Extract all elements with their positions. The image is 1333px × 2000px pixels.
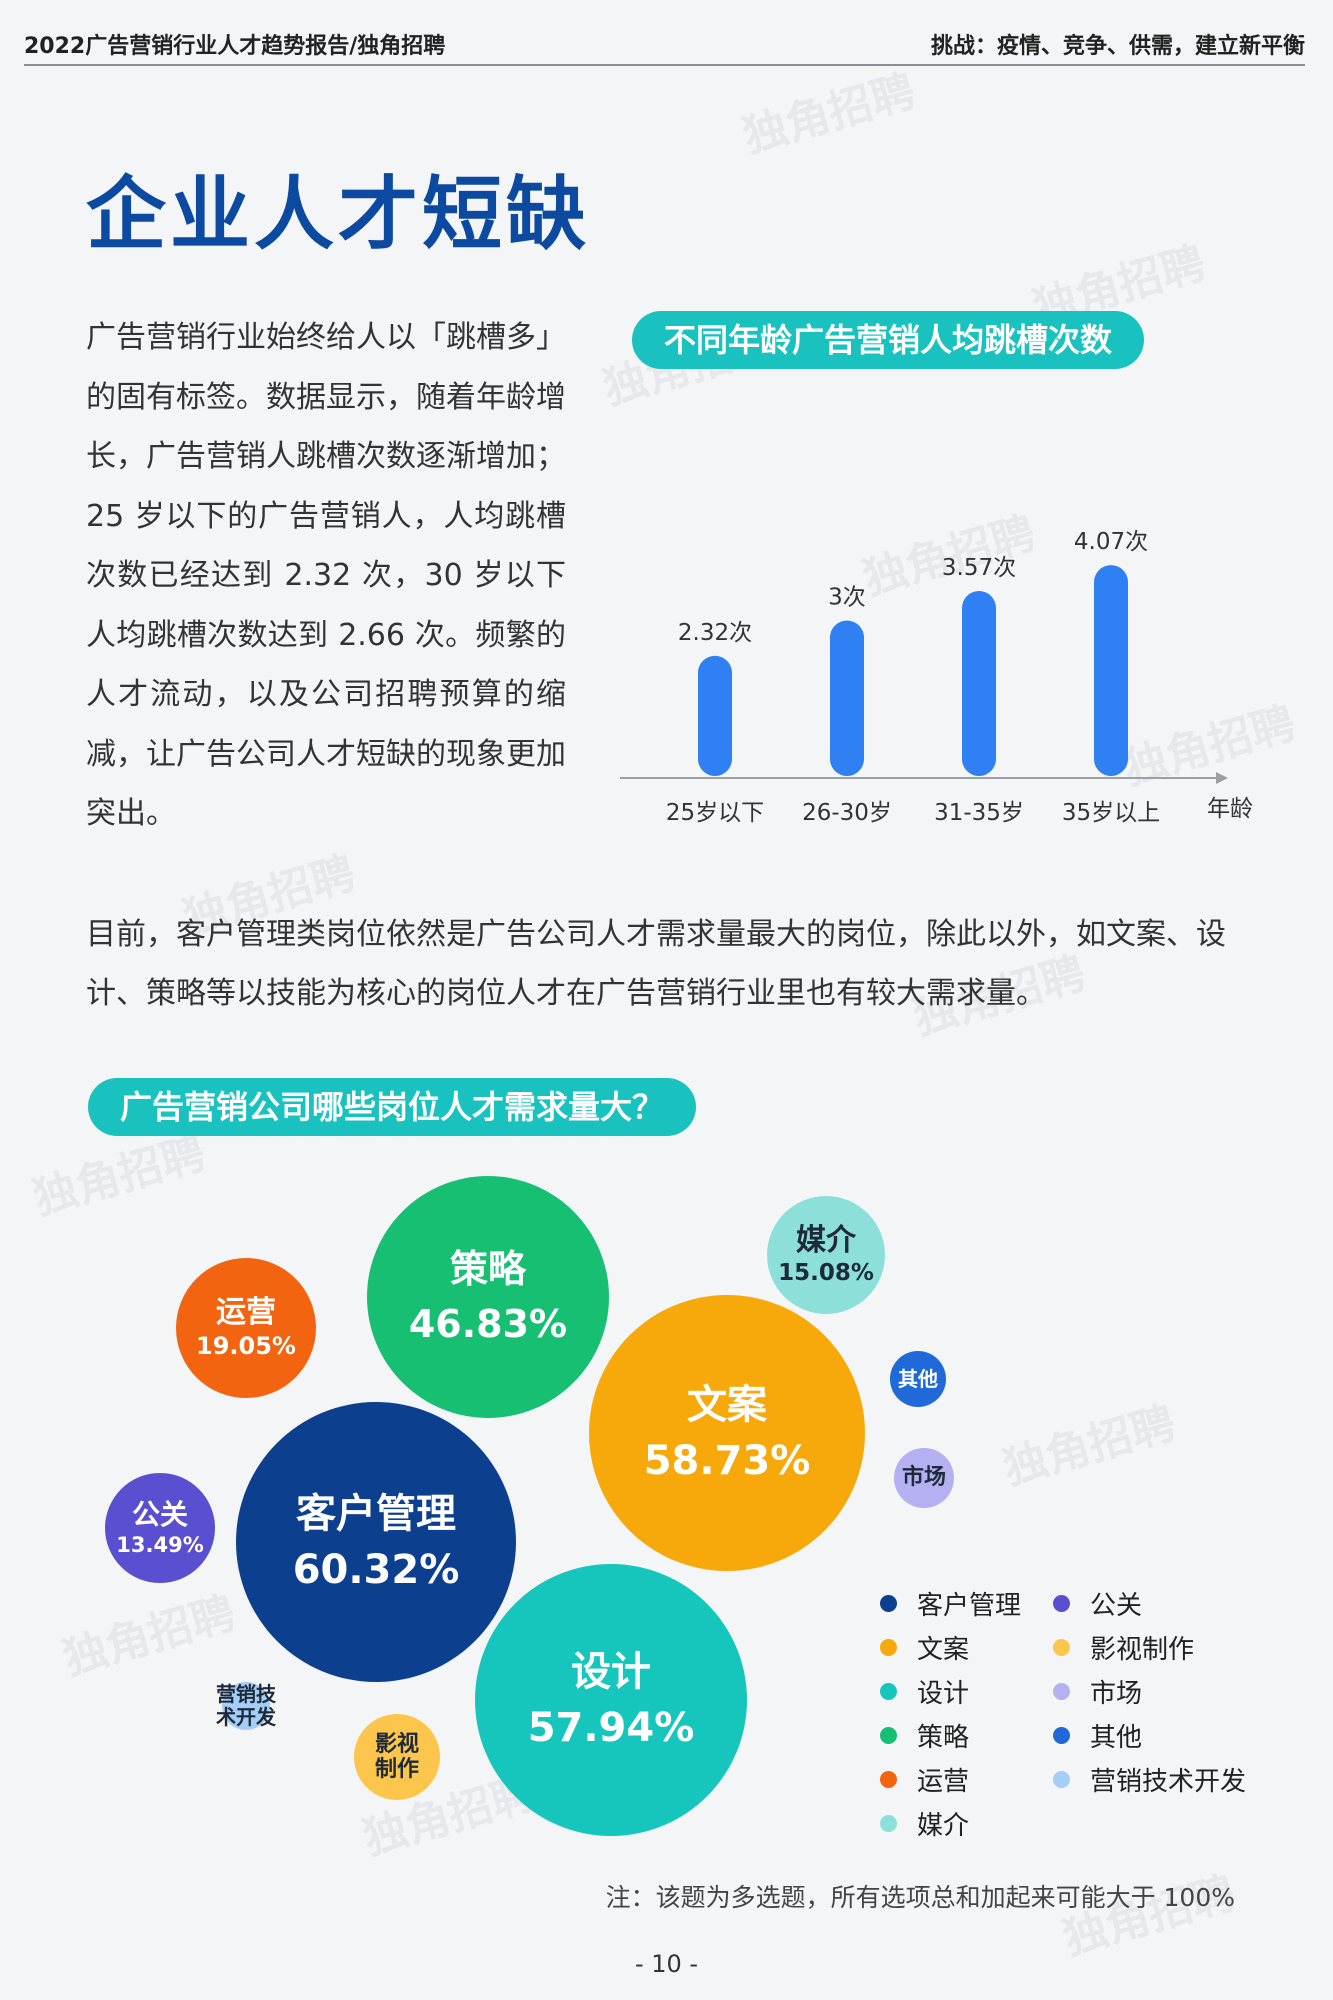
bubble-name: 运营 <box>216 1294 276 1330</box>
legend-swatch <box>1053 1639 1070 1656</box>
bubble-value: 57.94% <box>527 1705 695 1751</box>
x-tick-label: 35岁以上 <box>1062 800 1160 826</box>
bubble: 客户管理 60.32% <box>236 1402 516 1682</box>
legend-label: 设计 <box>917 1679 970 1709</box>
bubble-name: 公关 <box>131 1497 188 1531</box>
x-tick-label: 26-30岁 <box>802 800 892 826</box>
bar <box>830 620 864 776</box>
bubble-value: 15.08% <box>778 1260 874 1287</box>
legend-swatch <box>880 1595 897 1612</box>
legend-swatch <box>880 1727 897 1744</box>
bubble-value: 19.05% <box>196 1332 296 1361</box>
bubble-name: 市场 <box>901 1465 946 1491</box>
chart2-title-pill: 广告营销公司哪些岗位人才需求量大？ <box>88 1078 697 1136</box>
bubble-value: 13.49% <box>116 1533 204 1558</box>
bubble-name: 其他 <box>898 1366 938 1391</box>
bar-value-label: 3次 <box>828 585 866 611</box>
bubble-name: 设计 <box>571 1649 651 1695</box>
bubble-value: 58.73% <box>643 1438 811 1484</box>
page-number: - 10 - <box>634 1950 699 1978</box>
chart1-title-pill: 不同年龄广告营销人均跳槽次数 <box>632 311 1145 369</box>
bubble: 运营 19.05% <box>176 1258 316 1398</box>
x-axis-label: 年龄 <box>1207 796 1253 822</box>
legend-swatch <box>1053 1683 1070 1700</box>
legend-item: 影视制作 <box>1053 1629 1194 1666</box>
legend-swatch <box>880 1771 897 1788</box>
legend-label: 运营 <box>917 1767 970 1797</box>
header-divider <box>24 64 1305 66</box>
mid-paragraph: 目前，客户管理类岗位依然是广告公司人才需求量最大的岗位，除此以外，如文案、设计、… <box>86 917 1226 1011</box>
legend-swatch <box>1053 1771 1070 1788</box>
x-tick-label: 25岁以下 <box>666 800 764 826</box>
x-axis-arrow <box>1216 772 1228 784</box>
legend-label: 其他 <box>1090 1723 1143 1753</box>
bubble-name: 客户管理 <box>296 1491 456 1537</box>
bubble-name: 文案 <box>687 1382 767 1428</box>
watermark: 独角招聘 <box>997 1397 1181 1496</box>
legend-label: 策略 <box>917 1723 970 1753</box>
legend-label: 营销技术开发 <box>1090 1767 1247 1797</box>
bar <box>1094 565 1128 776</box>
legend-item: 营销技术开发 <box>1053 1761 1246 1798</box>
bubble-value: 60.32% <box>292 1547 460 1593</box>
legend-label: 客户管理 <box>917 1591 1022 1621</box>
legend-swatch <box>880 1639 897 1656</box>
legend-item: 设计 <box>880 1673 969 1710</box>
legend-label: 文案 <box>917 1635 970 1665</box>
bubble: 文案 58.73% <box>589 1295 865 1571</box>
legend-item: 运营 <box>880 1761 969 1798</box>
bubble-name: 营销技术开发 <box>216 1682 276 1729</box>
intro-paragraph: 广告营销行业始终给人以「跳槽多」的固有标签。数据显示，随着年龄增长，广告营销人跳… <box>86 320 566 831</box>
legend-item: 媒介 <box>880 1805 969 1842</box>
bar <box>698 655 732 776</box>
legend-swatch <box>1053 1595 1070 1612</box>
legend-item: 公关 <box>1053 1585 1142 1622</box>
watermark: 独角招聘 <box>57 1587 241 1686</box>
footnote: 注：该题为多选题，所有选项总和加起来可能大于 100% <box>605 1883 1235 1912</box>
legend-label: 公关 <box>1090 1591 1143 1621</box>
bar-value-label: 2.32次 <box>678 620 752 646</box>
watermark: 独角招聘 <box>357 1767 541 1866</box>
bubble-value: 46.83% <box>408 1301 568 1346</box>
header-report-title: 2022广告营销行业人才趋势报告/独角招聘 <box>24 34 446 59</box>
legend-label: 媒介 <box>917 1811 970 1841</box>
legend-swatch <box>1053 1727 1070 1744</box>
bar-value-label: 3.57次 <box>942 555 1016 581</box>
legend-swatch <box>880 1815 897 1832</box>
legend-label: 影视制作 <box>1090 1635 1195 1665</box>
bubble-name: 媒介 <box>796 1222 856 1258</box>
bubble-name: 影视制作 <box>374 1731 419 1782</box>
page-title: 企业人才短缺 <box>86 168 590 261</box>
bubble: 其他 <box>890 1351 946 1407</box>
legend-item: 其他 <box>1053 1717 1142 1754</box>
bubble: 市场 <box>894 1448 954 1508</box>
legend-item: 策略 <box>880 1717 969 1754</box>
legend-label: 市场 <box>1090 1679 1143 1709</box>
x-tick-label: 31-35岁 <box>934 800 1024 826</box>
bubble: 策略 46.83% <box>367 1176 609 1418</box>
bubble: 营销技术开发 <box>216 1682 276 1730</box>
bubble: 媒介 15.08% <box>767 1196 885 1314</box>
job-hop-bar-chart: 2.32次 25岁以下 3次 26-30岁 3.57次 31-35岁 4.07次 35岁以上 年… <box>620 529 1253 826</box>
legend-swatch <box>880 1683 897 1700</box>
legend-item: 文案 <box>880 1629 969 1666</box>
bar <box>962 591 996 776</box>
bar-value-label: 4.07次 <box>1074 529 1148 555</box>
bubble-name: 策略 <box>449 1247 526 1292</box>
legend-item: 客户管理 <box>880 1585 1021 1622</box>
watermark: 独角招聘 <box>737 65 921 164</box>
header-section-title: 挑战：疫情、竞争、供需，建立新平衡 <box>930 34 1305 59</box>
legend-item: 市场 <box>1053 1673 1142 1710</box>
bubble: 公关 13.49% <box>105 1473 215 1583</box>
